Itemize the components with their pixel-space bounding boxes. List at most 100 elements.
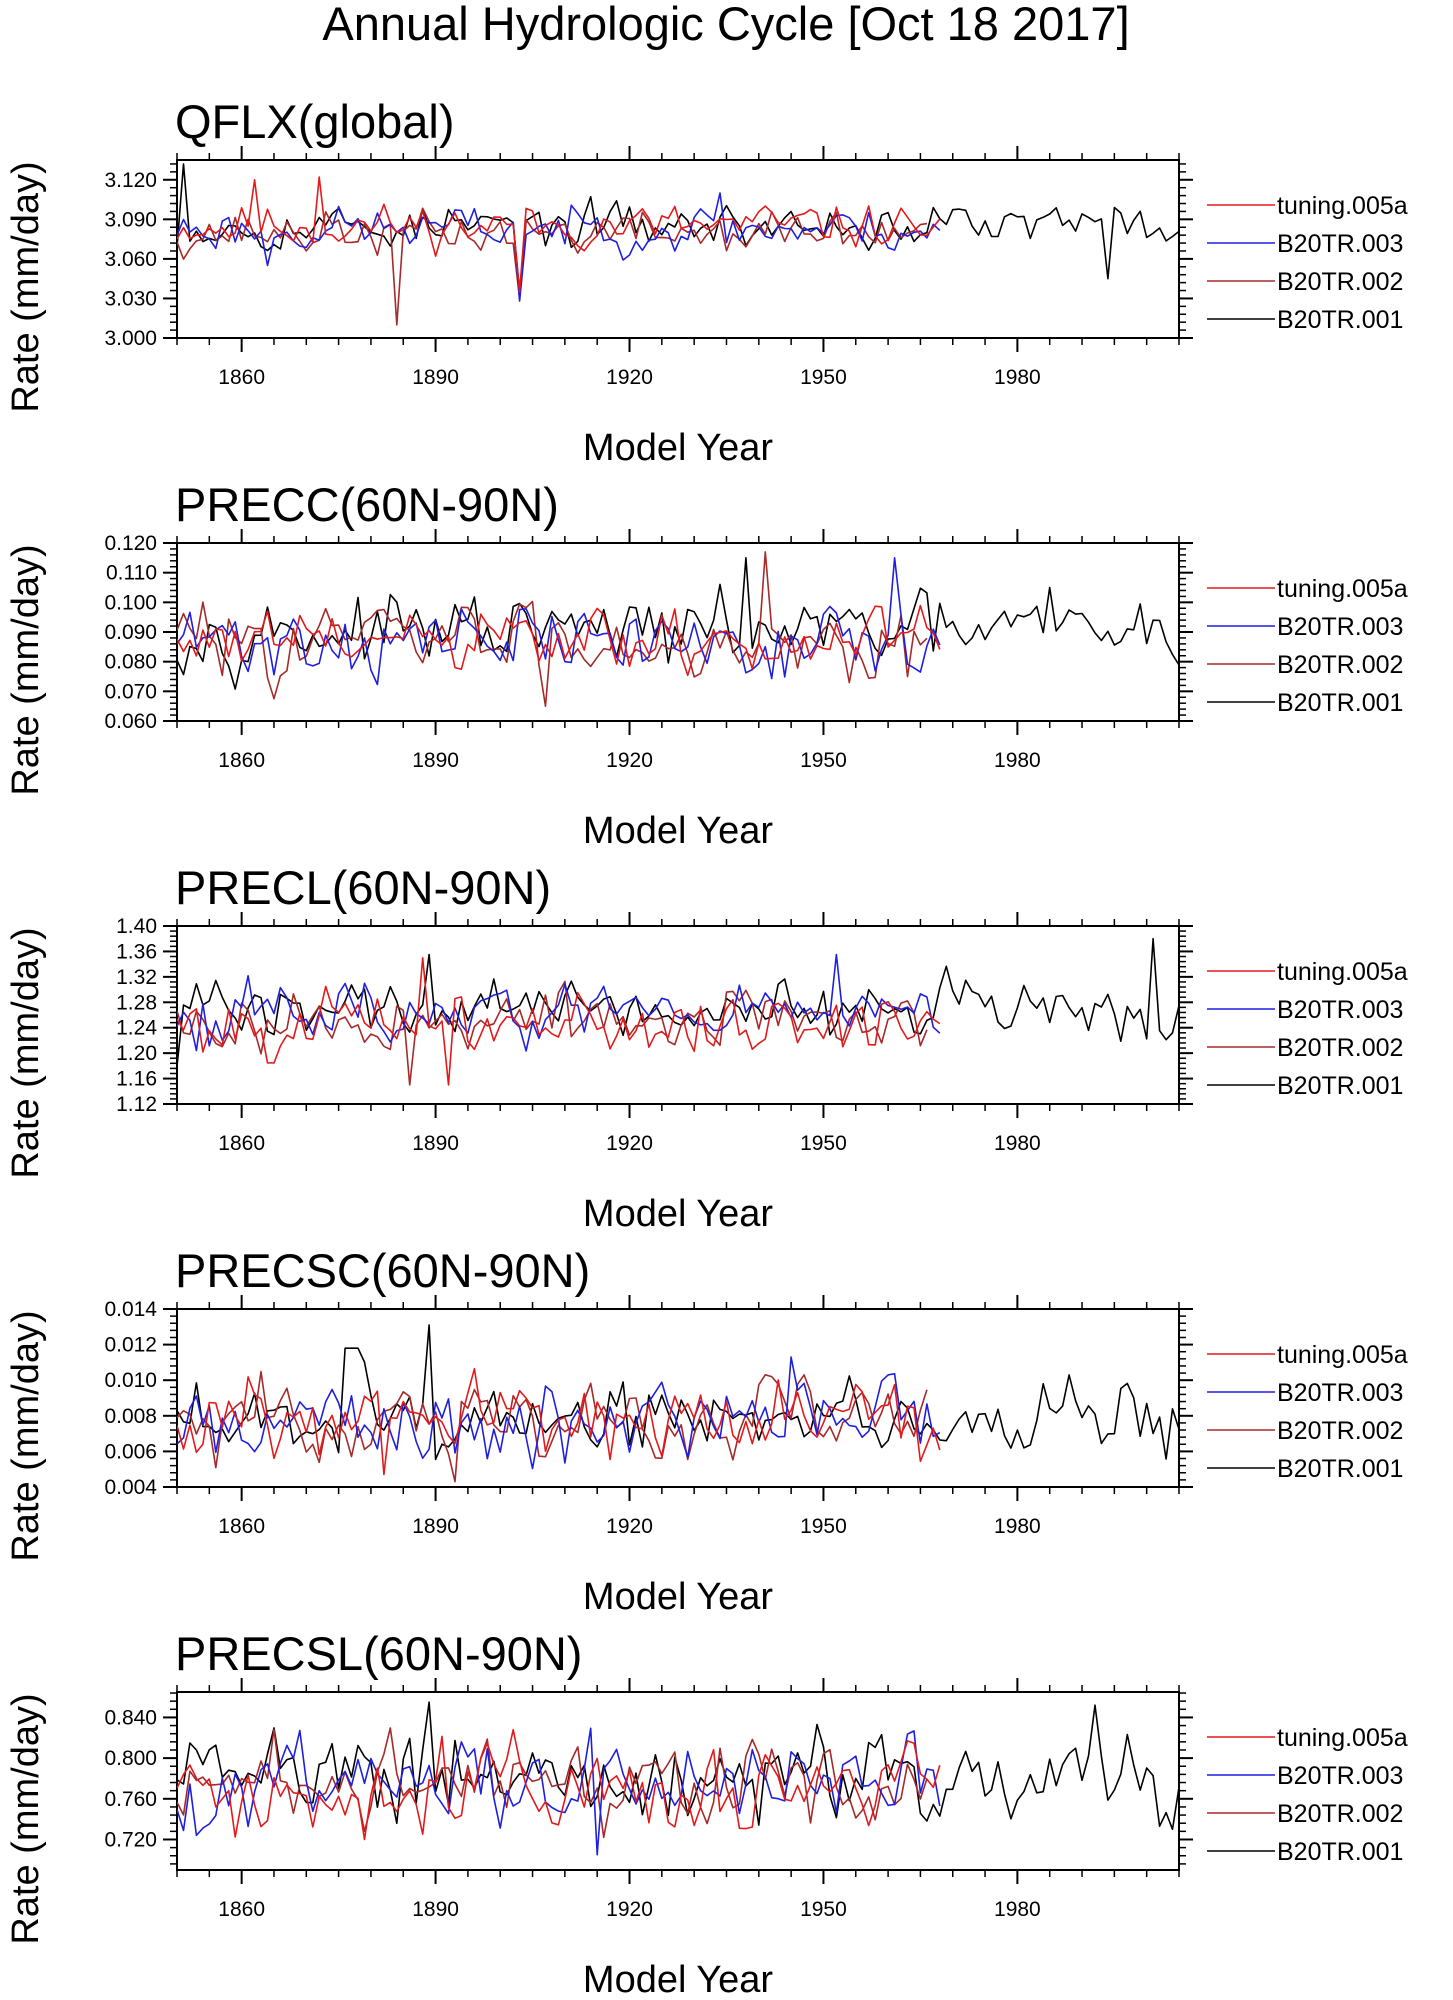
y-tick-label: 0.760 <box>104 1788 157 1811</box>
x-tick-label: 1950 <box>800 366 847 389</box>
x-axis-label: Model Year <box>583 1959 773 2000</box>
figure-title: Annual Hydrologic Cycle [Oct 18 2017] <box>322 0 1129 50</box>
panel-1: QFLX(global) 1860 1890 1920 1950 1980 3.000 3.0… <box>5 95 1408 469</box>
series-group <box>177 1324 1179 1483</box>
y-tick-label: 3.000 <box>104 327 157 350</box>
legend-label: B20TR.003 <box>1277 230 1403 258</box>
series-group <box>177 1701 1179 1856</box>
legend-label: B20TR.001 <box>1277 1455 1403 1483</box>
x-tick-label: 1980 <box>994 1515 1041 1538</box>
panel-4: PRECSC(60N-90N) 1860 1890 1920 1950 1980 0.004… <box>5 1244 1408 1618</box>
y-tick-label: 1.40 <box>116 915 157 938</box>
plot-frame <box>176 1308 1180 1488</box>
x-axis-label: Model Year <box>583 1576 773 1618</box>
series-line-b20tr-002 <box>177 551 928 708</box>
series-line-b20tr-003 <box>177 1727 941 1856</box>
y-tick-label: 0.800 <box>104 1747 157 1770</box>
legend-label: B20TR.001 <box>1277 306 1403 334</box>
panel-title: PRECSC(60N-90N) <box>175 1244 590 1297</box>
y-tick-label: 0.090 <box>104 621 157 644</box>
panel-title: PRECL(60N-90N) <box>175 861 551 914</box>
legend: tuning.005a B20TR.003 B20TR.002 B20TR.001 <box>1207 1341 1408 1483</box>
x-tick-label: 1980 <box>994 1898 1041 1921</box>
x-tick-label: 1890 <box>412 749 459 772</box>
y-tick-label: 1.20 <box>116 1042 157 1065</box>
x-tick-label: 1920 <box>606 749 653 772</box>
y-tick-label: 0.008 <box>104 1405 157 1428</box>
series-line-tuning-005a <box>177 604 941 677</box>
panels-group: QFLX(global) 1860 1890 1920 1950 1980 3.000 3.0… <box>5 95 1408 2000</box>
legend-label: B20TR.002 <box>1277 1034 1403 1062</box>
x-tick-label: 1950 <box>800 1898 847 1921</box>
series-line-tuning-005a <box>177 176 941 293</box>
legend-label: B20TR.002 <box>1277 651 1403 679</box>
y-tick-label: 1.28 <box>116 991 157 1014</box>
plot-frame <box>176 925 1180 1105</box>
series-line-b20tr-002 <box>177 207 928 326</box>
x-tick-label: 1860 <box>218 1515 265 1538</box>
y-tick-label: 0.720 <box>104 1828 157 1851</box>
x-tick-label: 1920 <box>606 366 653 389</box>
x-tick-label: 1890 <box>412 1515 459 1538</box>
series-line-tuning-005a <box>177 1728 941 1841</box>
y-tick-label: 0.014 <box>104 1298 157 1321</box>
x-tick-label: 1920 <box>606 1132 653 1155</box>
y-tick-label: 1.24 <box>116 1017 157 1040</box>
x-tick-label: 1980 <box>994 1132 1041 1155</box>
series-line-b20tr-003 <box>177 953 941 1052</box>
y-axis-label: Rate (mm/day) <box>5 1693 47 1944</box>
legend-label: B20TR.003 <box>1277 1379 1403 1407</box>
legend-label: tuning.005a <box>1277 192 1408 220</box>
x-tick-label: 1860 <box>218 1132 265 1155</box>
x-axis-label: Model Year <box>583 810 773 852</box>
series-line-b20tr-003 <box>177 1356 941 1470</box>
series-line-tuning-005a <box>177 1368 941 1476</box>
legend-label: B20TR.003 <box>1277 613 1403 641</box>
y-tick-label: 0.100 <box>104 591 157 614</box>
x-tick-label: 1980 <box>994 366 1041 389</box>
x-tick-label: 1920 <box>606 1515 653 1538</box>
plot-frame <box>176 1691 1180 1871</box>
y-tick-label: 1.36 <box>116 940 157 963</box>
y-tick-label: 0.080 <box>104 651 157 674</box>
series-line-b20tr-001 <box>177 163 1179 293</box>
x-tick-label: 1920 <box>606 1898 653 1921</box>
panel-title: QFLX(global) <box>175 95 455 148</box>
y-tick-label: 0.012 <box>104 1334 157 1357</box>
panel-3: PRECL(60N-90N)1860 1890 1920 1950 19801.121.… <box>5 861 1408 1235</box>
x-tick-label: 1950 <box>800 1132 847 1155</box>
legend-label: B20TR.002 <box>1277 1800 1403 1828</box>
series-group <box>177 163 1179 326</box>
panel-5: PRECSL(60N-90N) 1860 1890 1920 1950 1980 0.720… <box>5 1627 1408 2000</box>
panel-title: PRECSL(60N-90N) <box>175 1627 582 1680</box>
y-tick-label: 3.060 <box>104 248 157 271</box>
series-line-tuning-005a <box>177 956 941 1086</box>
series-group <box>177 937 1179 1086</box>
y-tick-label: 3.030 <box>104 287 157 310</box>
series-line-b20tr-001 <box>177 1701 1179 1831</box>
legend-label: B20TR.001 <box>1277 689 1403 717</box>
x-axis-label: Model Year <box>583 1193 773 1235</box>
y-axis-label: Rate (mm/day) <box>5 927 47 1178</box>
x-tick-label: 1860 <box>218 366 265 389</box>
series-line-b20tr-001 <box>177 1324 1179 1461</box>
x-tick-label: 1890 <box>412 366 459 389</box>
x-tick-label: 1980 <box>994 749 1041 772</box>
series-line-b20tr-001 <box>177 556 1179 690</box>
legend-label: B20TR.003 <box>1277 996 1403 1024</box>
legend: tuning.005a B20TR.003 B20TR.002 B20TR.001 <box>1207 192 1408 334</box>
x-tick-label: 1950 <box>800 1515 847 1538</box>
panel-title: PRECC(60N-90N) <box>175 478 559 531</box>
y-tick-label: 0.840 <box>104 1706 157 1729</box>
y-tick-label: 0.120 <box>104 532 157 555</box>
series-line-b20tr-003 <box>177 192 941 302</box>
legend-label: B20TR.001 <box>1277 1072 1403 1100</box>
x-tick-label: 1860 <box>218 1898 265 1921</box>
x-tick-label: 1950 <box>800 749 847 772</box>
y-tick-label: 0.060 <box>104 710 157 733</box>
x-axis-label: Model Year <box>583 427 773 469</box>
panel-2: PRECC(60N-90N) 1860 1890 1920 1950 1980 0.060 0… <box>5 478 1408 852</box>
legend: tuning.005a B20TR.003 B20TR.002 B20TR.001 <box>1207 958 1408 1100</box>
y-tick-label: 3.090 <box>104 208 157 231</box>
plot-frame <box>176 159 1180 339</box>
